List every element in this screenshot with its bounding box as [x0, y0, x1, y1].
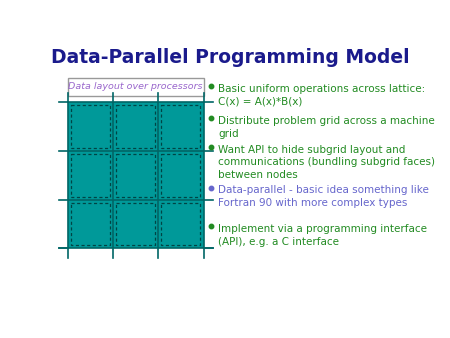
Bar — [116, 154, 155, 197]
Bar — [116, 203, 155, 245]
Bar — [162, 203, 200, 245]
Bar — [68, 102, 203, 248]
Text: Data-Parallel Programming Model: Data-Parallel Programming Model — [51, 48, 410, 67]
Text: Data-parallel - basic idea something like
Fortran 90 with more complex types: Data-parallel - basic idea something lik… — [218, 185, 429, 208]
Bar — [162, 154, 200, 197]
Text: Implement via a programming interface
(API), e.g. a C interface: Implement via a programming interface (A… — [218, 224, 427, 247]
Bar — [68, 77, 203, 96]
Text: Basic uniform operations across lattice:
C(x) = A(x)*B(x): Basic uniform operations across lattice:… — [218, 84, 426, 106]
Bar — [162, 105, 200, 148]
Bar — [116, 105, 155, 148]
Text: Distribute problem grid across a machine
grid: Distribute problem grid across a machine… — [218, 116, 435, 139]
Text: Want API to hide subgrid layout and
communications (bundling subgrid faces)
betw: Want API to hide subgrid layout and comm… — [218, 145, 435, 180]
Bar — [71, 154, 110, 197]
Bar — [71, 105, 110, 148]
Bar — [68, 102, 203, 248]
Text: Data layout over processors: Data layout over processors — [68, 82, 203, 91]
Bar — [71, 203, 110, 245]
